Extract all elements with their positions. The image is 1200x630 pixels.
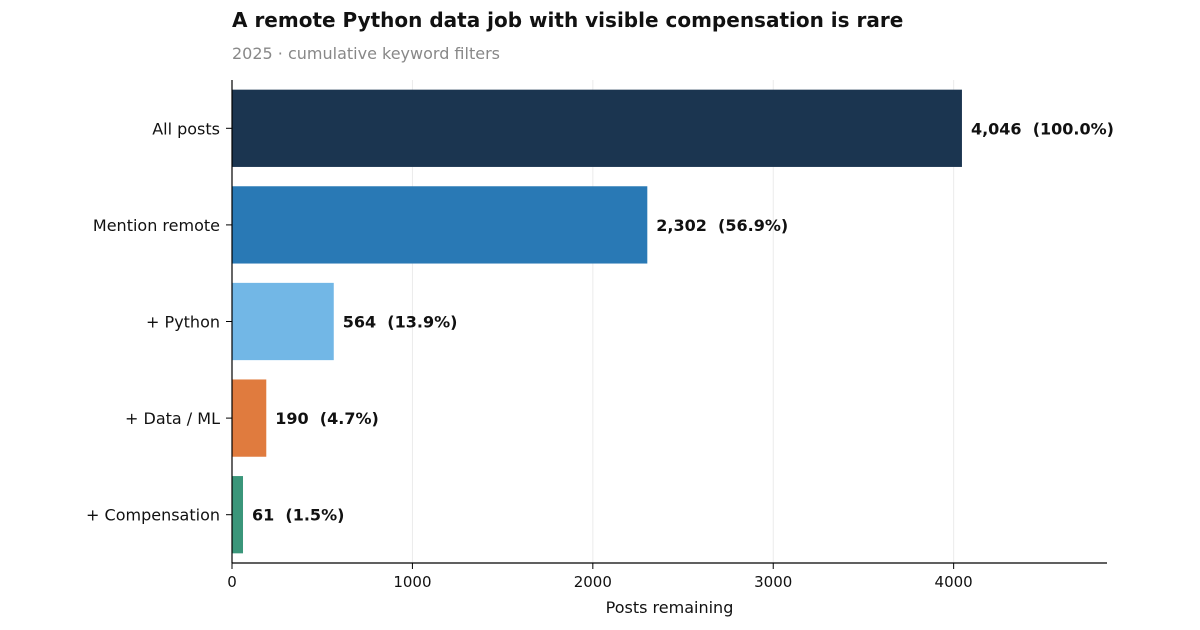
category-label-2: + Python: [146, 313, 220, 332]
data-label-2: 564 (13.9%): [343, 313, 458, 332]
chart-title: A remote Python data job with visible co…: [232, 8, 904, 32]
data-label-1: 2,302 (56.9%): [656, 216, 788, 235]
x-axis-label: Posts remaining: [606, 598, 734, 617]
category-label-0: All posts: [152, 119, 220, 138]
x-tick-label-0: 0: [227, 573, 237, 591]
x-tick-label-1: 1000: [393, 573, 431, 591]
bar-3: [232, 379, 267, 457]
data-label-0: 4,046 (100.0%): [971, 119, 1114, 138]
category-labels: All posts Mention remote + Python + Data / …: [86, 119, 232, 525]
bars: [232, 89, 962, 554]
category-label-3: + Data / ML: [125, 409, 220, 428]
axes: [231, 80, 1107, 564]
bar-1: [232, 186, 648, 264]
category-label-1: Mention remote: [93, 216, 220, 235]
chart-subtitle: 2025 · cumulative keyword filters: [232, 44, 500, 63]
data-labels: 4,046 (100.0%) 2,302 (56.9%) 564 (13.9%) 19…: [252, 119, 1114, 524]
x-tick-label-2: 2000: [574, 573, 612, 591]
data-label-4: 61 (1.5%): [252, 506, 344, 525]
bar-2: [232, 282, 334, 361]
bar-4: [232, 476, 244, 554]
x-tick-label-3: 3000: [754, 573, 792, 591]
x-axis-ticks: 0 1000 2000 3000 4000: [227, 563, 973, 591]
category-label-4: + Compensation: [86, 506, 220, 525]
bar-0: [232, 89, 962, 167]
x-tick-label-4: 4000: [935, 573, 973, 591]
data-label-3: 190 (4.7%): [275, 409, 379, 428]
